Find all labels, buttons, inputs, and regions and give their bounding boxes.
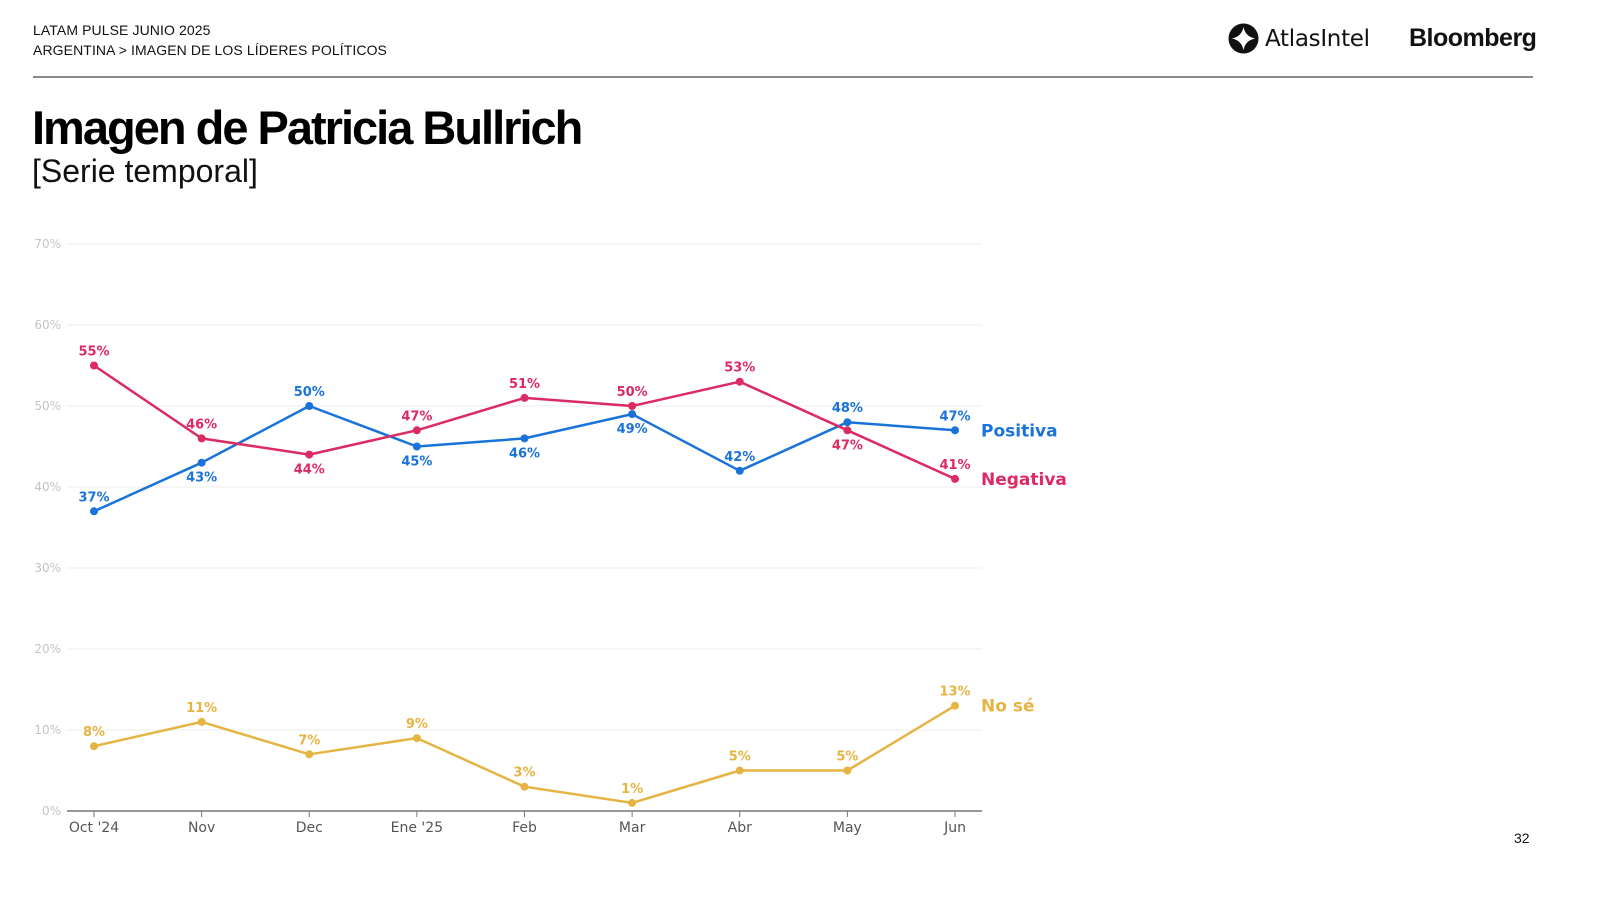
x-tick-label: Jun	[943, 820, 966, 836]
data-point-negativa	[628, 402, 637, 410]
data-point-negativa	[520, 393, 529, 402]
data-label-negativa: 47%	[832, 438, 863, 453]
data-label-no-s: 3%	[513, 766, 535, 781]
y-tick-label: 30%	[34, 561, 61, 575]
data-point-positiva	[412, 442, 421, 451]
data-point-negativa	[305, 450, 314, 459]
atlasintel-logo-text: AtlasIntel	[1265, 25, 1370, 52]
series	[90, 361, 959, 807]
data-point-negativa	[412, 426, 421, 435]
y-tick-label: 70%	[34, 237, 61, 251]
y-tick-label: 20%	[34, 642, 61, 656]
data-point-positiva	[735, 466, 744, 475]
y-axis: 0% 10% 20% 30% 40% 50% 60% 70%	[34, 237, 61, 818]
data-point-positiva	[90, 507, 98, 516]
data-label-positiva: 49%	[617, 422, 648, 437]
series-label-negativa: Negativa	[981, 470, 1067, 490]
data-point-no-s	[735, 766, 744, 775]
atlasintel-logo: AtlasIntel	[1228, 23, 1370, 54]
data-label-positiva: 48%	[832, 401, 863, 416]
data-point-positiva	[951, 426, 959, 435]
data-label-no-s: 5%	[836, 750, 858, 765]
data-point-positiva	[197, 458, 206, 467]
data-point-negativa	[951, 474, 959, 483]
x-tick-label: Oct '24	[69, 820, 119, 836]
data-label-positiva: 47%	[939, 409, 970, 424]
data-point-positiva	[628, 410, 637, 419]
data-point-no-s	[520, 782, 529, 791]
data-label-no-s: 7%	[298, 733, 320, 748]
series-label-positiva: Positiva	[981, 421, 1058, 441]
x-tick-label: May	[833, 820, 862, 836]
x-tick-label: Abr	[728, 820, 752, 836]
header-divider	[33, 76, 1533, 78]
y-tick-label: 40%	[34, 480, 61, 494]
page-number: 32	[1514, 830, 1530, 846]
data-point-negativa	[197, 434, 206, 443]
series-label-no-s: No sé	[981, 697, 1034, 717]
data-label-positiva: 50%	[294, 385, 325, 400]
x-tick-label: Ene '25	[391, 820, 443, 836]
x-tick-label: Mar	[619, 820, 646, 836]
data-label-negativa: 51%	[509, 377, 540, 392]
data-point-positiva	[843, 418, 852, 427]
x-tick-label: Dec	[296, 820, 323, 836]
atlasintel-logo-icon	[1228, 23, 1259, 54]
data-point-no-s	[951, 701, 959, 710]
data-point-no-s	[412, 734, 421, 743]
data-label-negativa: 41%	[939, 458, 970, 473]
data-label-no-s: 9%	[406, 717, 428, 732]
data-point-positiva	[520, 434, 529, 443]
y-tick-label: 10%	[34, 723, 61, 737]
data-point-negativa	[843, 426, 852, 435]
data-label-no-s: 8%	[83, 725, 105, 740]
data-label-positiva: 46%	[509, 446, 540, 461]
data-label-no-s: 13%	[939, 685, 970, 700]
x-tick-label: Nov	[188, 820, 215, 836]
data-point-negativa	[735, 377, 744, 386]
x-tick-label: Feb	[512, 820, 537, 836]
data-label-positiva: 43%	[186, 471, 217, 486]
y-tick-label: 60%	[34, 318, 61, 332]
data-label-negativa: 55%	[78, 345, 109, 360]
y-tick-label: 50%	[34, 399, 61, 413]
data-point-no-s	[197, 717, 206, 726]
x-axis: Oct '24 Nov Dec Ene '25 Feb Mar Abr May Jun	[67, 810, 982, 836]
breadcrumb: ARGENTINA > IMAGEN DE LOS LÍDERES POLÍTI…	[33, 42, 387, 58]
data-labels: 37% 43% 50% 45% 46% 49% 42% 48% 47% Positiva 55% 46…	[78, 345, 1066, 797]
report-series-label: LATAM PULSE JUNIO 2025	[33, 22, 211, 38]
data-point-negativa	[90, 361, 98, 370]
data-point-positiva	[305, 402, 314, 410]
grid-lines	[67, 243, 982, 731]
y-tick-label: 0%	[42, 804, 61, 818]
bloomberg-logo: Bloomberg	[1409, 24, 1537, 52]
data-point-no-s	[90, 742, 98, 751]
data-label-no-s: 5%	[729, 750, 751, 765]
page-subtitle: [Serie temporal]	[32, 153, 258, 189]
data-point-no-s	[305, 750, 314, 759]
data-point-no-s	[843, 766, 852, 775]
data-label-negativa: 44%	[294, 463, 325, 478]
data-label-positiva: 37%	[78, 490, 109, 505]
data-label-negativa: 46%	[186, 417, 217, 432]
data-label-negativa: 53%	[724, 361, 755, 376]
data-label-no-s: 11%	[186, 701, 217, 716]
data-label-no-s: 1%	[621, 782, 643, 797]
data-label-negativa: 47%	[401, 409, 432, 424]
page-title: Imagen de Patricia Bullrich	[32, 101, 583, 154]
data-label-positiva: 42%	[724, 450, 755, 465]
data-label-negativa: 50%	[617, 385, 648, 400]
data-point-no-s	[628, 798, 637, 807]
data-label-positiva: 45%	[401, 455, 432, 470]
